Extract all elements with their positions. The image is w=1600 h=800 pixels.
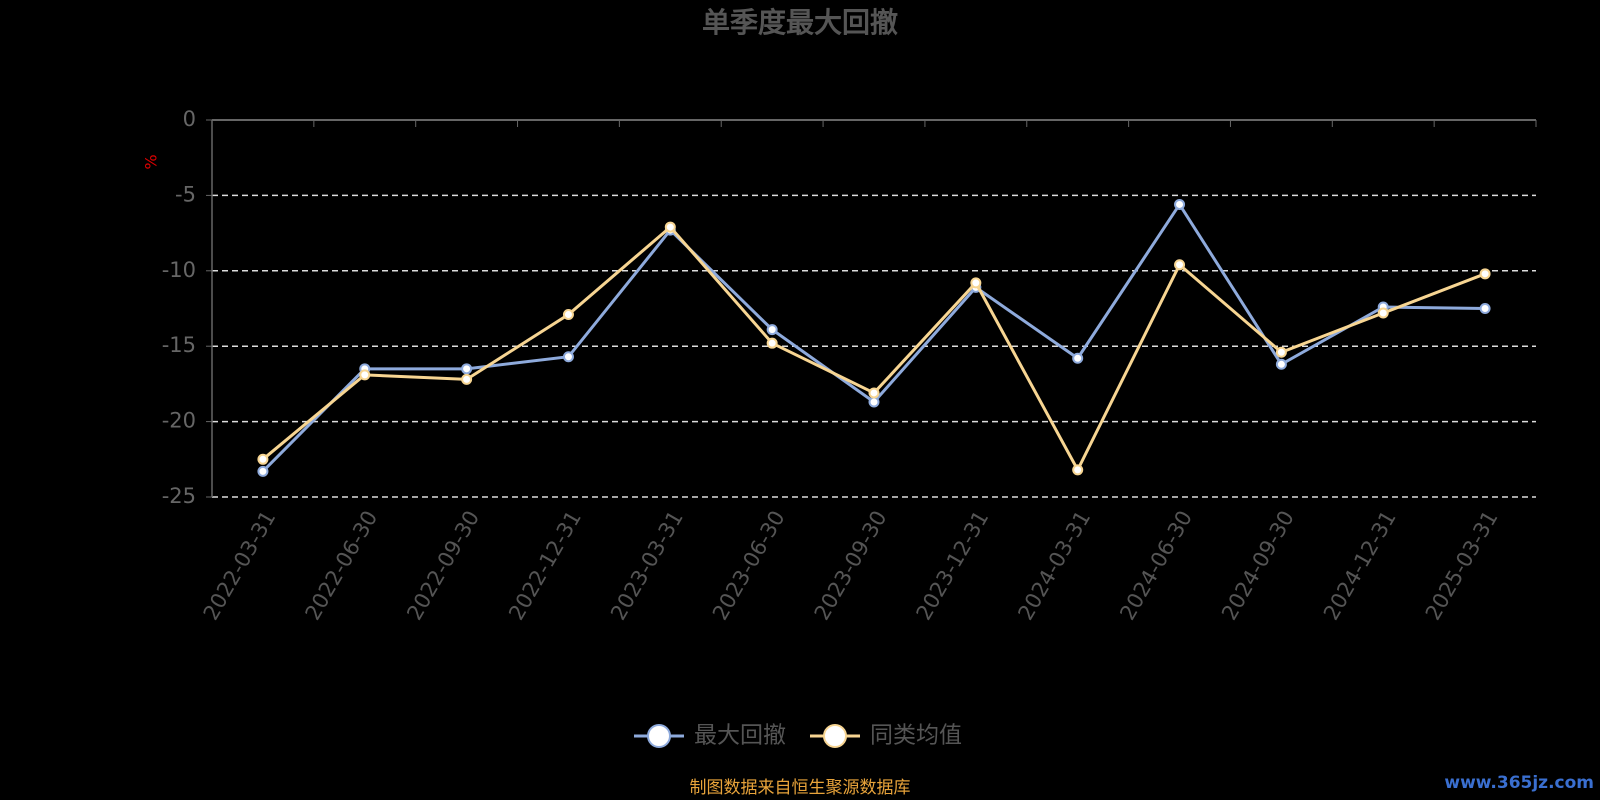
data-point bbox=[461, 363, 473, 375]
data-point bbox=[664, 221, 676, 233]
data-point bbox=[257, 453, 269, 465]
watermark: www.365jz.com bbox=[1444, 773, 1594, 793]
x-tick-label: 2024-06-30 bbox=[1115, 507, 1197, 625]
legend-marker bbox=[823, 724, 847, 748]
series-line bbox=[261, 224, 1486, 474]
data-point bbox=[562, 351, 574, 363]
x-tick-label: 2023-06-30 bbox=[708, 507, 790, 625]
data-point bbox=[868, 396, 880, 408]
data-point bbox=[1479, 303, 1491, 314]
x-tick-label: 2023-12-31 bbox=[912, 507, 994, 625]
y-tick-label: -20 bbox=[162, 409, 196, 433]
data-point bbox=[1174, 259, 1186, 271]
y-tick-label: -5 bbox=[175, 182, 196, 206]
data-point bbox=[970, 277, 982, 289]
legend-label: 最大回撤 bbox=[694, 723, 786, 749]
data-point bbox=[257, 465, 269, 477]
legend-label: 同类均值 bbox=[870, 723, 962, 749]
y-tick-label: -15 bbox=[162, 333, 196, 357]
data-point bbox=[1174, 198, 1186, 210]
data-point bbox=[1479, 268, 1491, 280]
y-tick-label: -25 bbox=[162, 484, 196, 508]
x-tick-label: 2024-09-30 bbox=[1217, 507, 1299, 625]
data-point bbox=[1275, 346, 1287, 358]
data-point bbox=[1377, 307, 1389, 319]
x-tick-label: 2022-06-30 bbox=[300, 507, 382, 625]
x-tick-label: 2022-03-31 bbox=[199, 507, 281, 625]
data-point bbox=[359, 369, 371, 381]
legend-marker bbox=[647, 724, 671, 748]
x-tick-label: 2024-12-31 bbox=[1319, 507, 1401, 625]
source-note: 制图数据来自恒生聚源数据库 bbox=[690, 778, 911, 798]
y-axis-label: % bbox=[142, 154, 161, 169]
data-point bbox=[562, 309, 574, 321]
x-tick-label: 2024-03-31 bbox=[1013, 507, 1095, 625]
data-point bbox=[1275, 358, 1287, 370]
data-point bbox=[766, 324, 778, 336]
data-point bbox=[868, 387, 880, 399]
x-tick-label: 2022-12-31 bbox=[504, 507, 586, 625]
x-tick-label: 2025-03-31 bbox=[1421, 507, 1503, 625]
x-tick-label: 2022-09-30 bbox=[402, 507, 484, 625]
data-point bbox=[1072, 464, 1084, 476]
data-point bbox=[766, 337, 778, 349]
x-tick-label: 2023-03-31 bbox=[606, 507, 688, 625]
x-tick-label: 2023-09-30 bbox=[810, 507, 892, 625]
data-point bbox=[461, 373, 473, 385]
y-tick-label: -10 bbox=[162, 258, 196, 282]
data-point bbox=[1072, 352, 1084, 364]
series-line bbox=[261, 201, 1486, 473]
chart-title: 单季度最大回撤 bbox=[702, 6, 898, 39]
y-tick-label: 0 bbox=[183, 107, 196, 131]
